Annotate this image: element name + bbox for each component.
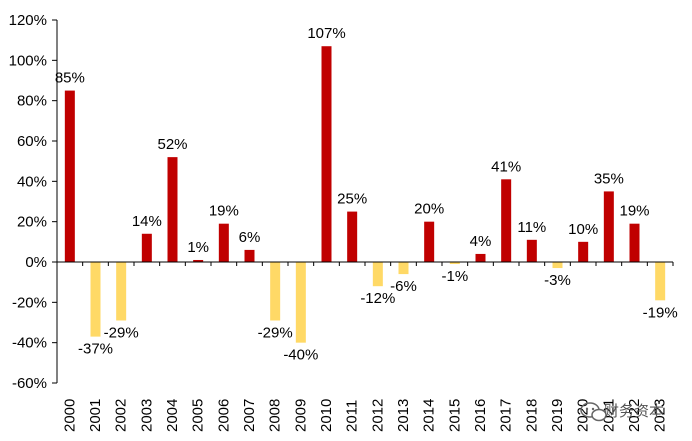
bar-2017 bbox=[501, 179, 512, 262]
x-tick-label-2017: 2017 bbox=[498, 399, 515, 432]
axes bbox=[56, 20, 674, 383]
y-tick-label: 60% bbox=[17, 133, 47, 150]
bar-2006 bbox=[218, 223, 229, 262]
data-label-2003: 14% bbox=[132, 213, 162, 230]
data-label-2000: 85% bbox=[55, 70, 85, 87]
bar-2023 bbox=[655, 262, 666, 301]
x-tick-label-2016: 2016 bbox=[472, 399, 489, 432]
y-tick-label: -40% bbox=[12, 335, 47, 352]
data-label-2004: 52% bbox=[157, 136, 187, 153]
y-tick-label: 120% bbox=[9, 12, 47, 29]
data-label-2023: -19% bbox=[643, 304, 678, 321]
x-tick-label-2012: 2012 bbox=[369, 399, 386, 432]
data-label-2020: 10% bbox=[568, 221, 598, 238]
x-tick-label-2007: 2007 bbox=[241, 399, 258, 432]
bar-2018 bbox=[526, 239, 537, 262]
bar-2020 bbox=[578, 241, 589, 262]
x-tick-label-2010: 2010 bbox=[318, 399, 335, 432]
x-tick-label-2021: 2021 bbox=[600, 399, 617, 432]
data-label-2022: 19% bbox=[619, 203, 649, 220]
watermark: 财务资本 bbox=[580, 402, 664, 422]
x-axis-ticks: 2000 2001 2002 2003 2004 2005 2006 2007 2008 2009… bbox=[61, 399, 668, 432]
y-axis-ticks: -60% -40% -20% 0% 20% 40% 60% 80% 100% 120% bbox=[9, 12, 57, 392]
x-tick-label-2018: 2018 bbox=[523, 399, 540, 432]
y-tick-label: -20% bbox=[12, 294, 47, 311]
data-label-2021: 35% bbox=[594, 170, 624, 187]
data-label-2009: -40% bbox=[283, 347, 318, 364]
x-tick-label-2008: 2008 bbox=[267, 399, 284, 432]
x-tick-label-2019: 2019 bbox=[549, 399, 566, 432]
x-tick-label-2006: 2006 bbox=[215, 399, 232, 432]
wechat-icon bbox=[580, 402, 607, 422]
x-tick-label-2001: 2001 bbox=[87, 399, 104, 432]
data-label-2012: -12% bbox=[360, 290, 395, 307]
y-tick-label: 0% bbox=[25, 254, 47, 271]
x-tick-label-2013: 2013 bbox=[395, 399, 412, 432]
data-label-2014: 20% bbox=[414, 201, 444, 218]
bar-2001 bbox=[90, 262, 101, 337]
x-tick-label-2023: 2023 bbox=[652, 399, 669, 432]
data-label-2015: -1% bbox=[441, 268, 468, 285]
bars bbox=[64, 46, 666, 343]
bar-2021 bbox=[603, 191, 614, 262]
data-label-2005: 1% bbox=[187, 239, 209, 256]
bar-2014 bbox=[424, 221, 435, 262]
bar-2013 bbox=[398, 262, 409, 275]
y-tick-label: 40% bbox=[17, 173, 47, 190]
x-tick-label-2003: 2003 bbox=[138, 399, 155, 432]
data-label-2013: -6% bbox=[390, 278, 417, 295]
x-tick-label-2022: 2022 bbox=[626, 399, 643, 432]
x-tick-label-2005: 2005 bbox=[190, 399, 207, 432]
data-label-2018: 11% bbox=[517, 219, 546, 236]
bar-2010 bbox=[321, 46, 332, 262]
bar-2019 bbox=[552, 262, 563, 269]
data-label-2008: -29% bbox=[258, 324, 293, 341]
x-tick-label-2002: 2002 bbox=[113, 399, 130, 432]
x-tick-label-2004: 2004 bbox=[164, 399, 181, 432]
data-label-2017: 41% bbox=[491, 158, 521, 175]
watermark-text: 财务资本 bbox=[604, 403, 664, 420]
bar-2002 bbox=[116, 262, 127, 321]
x-tick-label-2015: 2015 bbox=[446, 399, 463, 432]
y-tick-label: -60% bbox=[12, 375, 47, 392]
y-tick-label: 20% bbox=[17, 214, 47, 231]
bar-2003 bbox=[141, 233, 152, 262]
data-label-2001: -37% bbox=[78, 341, 113, 358]
bar-2022 bbox=[629, 223, 640, 262]
y-tick-label: 80% bbox=[17, 93, 47, 110]
data-label-2010: 107% bbox=[307, 25, 345, 42]
bar-2011 bbox=[347, 211, 358, 262]
data-label-2002: -29% bbox=[104, 324, 139, 341]
bar-2015 bbox=[449, 262, 460, 265]
y-tick-label: 100% bbox=[9, 52, 47, 69]
bar-2012 bbox=[372, 262, 383, 287]
data-labels: 85%-37%-29%14%52%1%19%6%-29%-40%107%25%-… bbox=[55, 25, 678, 363]
data-label-2019: -3% bbox=[544, 272, 571, 289]
bar-2016 bbox=[475, 253, 486, 262]
bar-2009 bbox=[295, 262, 306, 343]
x-tick-label-2011: 2011 bbox=[344, 400, 361, 432]
data-label-2006: 19% bbox=[209, 203, 239, 220]
x-tick-label-2000: 2000 bbox=[61, 399, 78, 432]
data-label-2011: 25% bbox=[337, 191, 367, 208]
bar-2008 bbox=[270, 262, 281, 321]
data-label-2007: 6% bbox=[239, 229, 261, 246]
x-tick-label-2009: 2009 bbox=[292, 399, 309, 432]
x-tick-label-2014: 2014 bbox=[421, 399, 438, 432]
bar-2004 bbox=[167, 157, 178, 262]
bar-2007 bbox=[244, 249, 255, 262]
data-label-2016: 4% bbox=[470, 233, 492, 250]
bar-2005 bbox=[193, 259, 204, 262]
bar-2000 bbox=[64, 90, 75, 262]
